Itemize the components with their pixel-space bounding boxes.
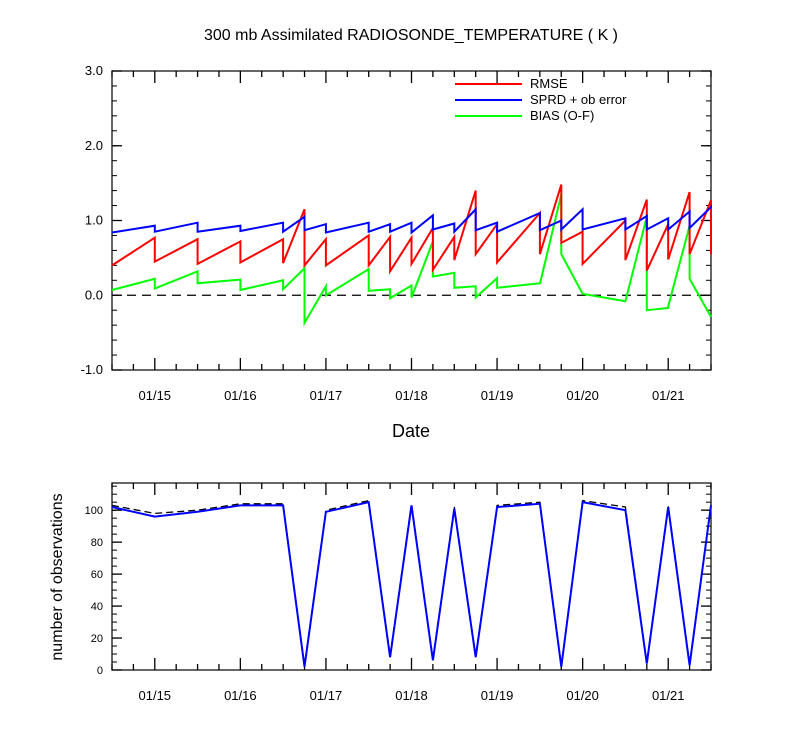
x-tick-label: 01/15: [139, 688, 172, 703]
x-tick-label: 01/17: [310, 688, 343, 703]
y-tick-label: 0: [97, 665, 103, 677]
y-tick-label: 60: [91, 569, 103, 581]
x-tick-label: 01/15: [139, 388, 172, 403]
series-line: [111, 204, 712, 235]
x-tick-label: 01/21: [652, 388, 685, 403]
legend-label: BIAS (O-F): [530, 108, 594, 123]
y-axis-label: number of observations: [49, 493, 66, 660]
x-axis-label: Date: [392, 421, 430, 441]
y-tick-label: 80: [91, 537, 103, 549]
bottom-plot: 01/15 01/16 01/17 01/18 01/19 01/20 01/21 0 20 40…: [85, 482, 712, 703]
legend-label: SPRD + ob error: [530, 92, 627, 107]
legend-label: RMSE: [530, 76, 568, 91]
chart-title: 300 mb Assimilated RADIOSONDE_TEMPERATUR…: [204, 27, 618, 44]
top-plot: 01/15 01/16 01/17 01/18 01/19 01/20 01/21 -1.0 0…: [81, 63, 712, 403]
x-tick-label: 01/18: [395, 688, 428, 703]
x-tick-label: 01/19: [481, 688, 514, 703]
plot-frame: [111, 70, 712, 371]
x-tick-label: 01/19: [481, 388, 514, 403]
y-tick-label: 20: [91, 633, 103, 645]
series-line: [111, 500, 712, 667]
y-tick-label: 2.0: [85, 138, 103, 153]
y-tick-label: 40: [91, 601, 103, 613]
series-line: [111, 184, 712, 275]
x-tick-label: 01/20: [566, 688, 599, 703]
x-tick-label: 01/16: [224, 688, 257, 703]
series-line: [111, 499, 712, 666]
y-tick-label: 100: [85, 505, 103, 517]
y-tick-label: 3.0: [85, 63, 103, 78]
x-tick-label: 01/17: [310, 388, 343, 403]
x-tick-label: 01/16: [224, 388, 257, 403]
x-tick-label: 01/18: [395, 388, 428, 403]
y-tick-label: -1.0: [81, 362, 103, 377]
y-tick-label: 1.0: [85, 213, 103, 228]
x-tick-label: 01/21: [652, 688, 685, 703]
y-tick-label: 0.0: [85, 287, 103, 302]
x-tick-label: 01/20: [566, 388, 599, 403]
